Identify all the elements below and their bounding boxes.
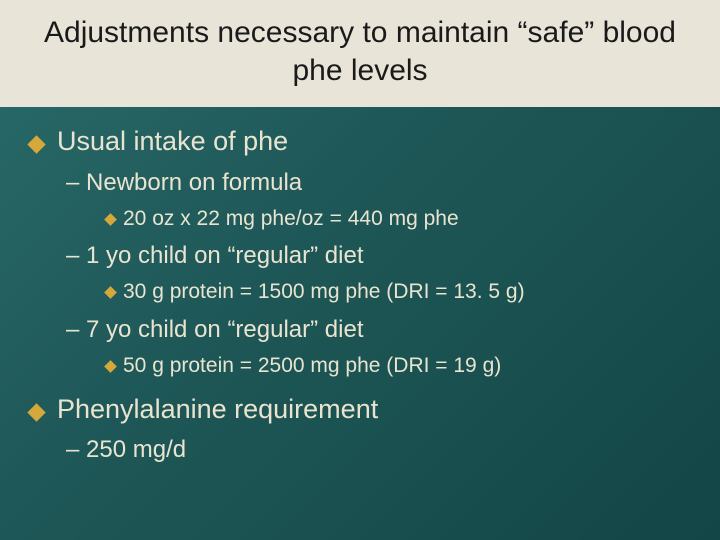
subbullet-250mg: – 250 mg/d bbox=[66, 431, 690, 468]
subbullet-1yo: – 1 yo child on “regular” diet bbox=[66, 237, 690, 274]
subbullet-7yo: – 7 yo child on “regular” diet bbox=[66, 311, 690, 348]
detail-newborn: 20 oz x 22 mg phe/oz = 440 mg phe bbox=[106, 203, 690, 236]
bullet-phenylalanine-req: Phenylalanine requirement bbox=[30, 389, 690, 430]
slide-body: Usual intake of phe – Newborn on formula… bbox=[0, 107, 720, 468]
detail-text: 50 g protein = 2500 mg phe (DRI = 19 g) bbox=[123, 350, 501, 383]
bullet-text: Phenylalanine requirement bbox=[57, 389, 378, 430]
diamond-bullet-icon bbox=[27, 403, 45, 421]
title-container: Adjustments necessary to maintain “safe”… bbox=[0, 0, 720, 107]
slide-title: Adjustments necessary to maintain “safe”… bbox=[30, 14, 690, 89]
slide: Adjustments necessary to maintain “safe”… bbox=[0, 0, 720, 540]
subbullet-newborn: – Newborn on formula bbox=[66, 164, 690, 201]
detail-7yo: 50 g protein = 2500 mg phe (DRI = 19 g) bbox=[106, 350, 690, 383]
bullet-usual-intake: Usual intake of phe bbox=[30, 121, 690, 162]
detail-text: 20 oz x 22 mg phe/oz = 440 mg phe bbox=[123, 203, 459, 236]
diamond-bullet-icon bbox=[104, 360, 117, 373]
diamond-bullet-icon bbox=[104, 213, 117, 226]
detail-text: 30 g protein = 1500 mg phe (DRI = 13. 5 … bbox=[123, 276, 525, 309]
bullet-text: Usual intake of phe bbox=[57, 121, 288, 162]
diamond-bullet-icon bbox=[104, 287, 117, 300]
detail-1yo: 30 g protein = 1500 mg phe (DRI = 13. 5 … bbox=[106, 276, 690, 309]
diamond-bullet-icon bbox=[27, 135, 45, 153]
